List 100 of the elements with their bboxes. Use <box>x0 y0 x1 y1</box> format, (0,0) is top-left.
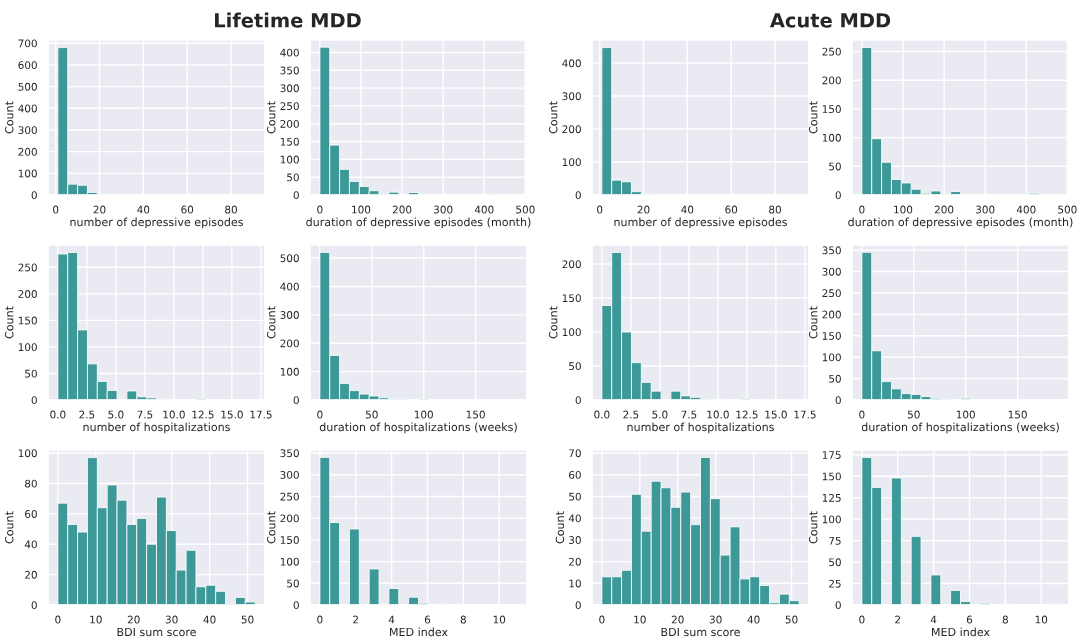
x-tick-label: 500 <box>516 205 535 214</box>
x-axis-title: number of hospitalizations <box>83 422 230 434</box>
x-tick-label: 0 <box>317 615 323 624</box>
x-tick-label: 8 <box>460 615 466 624</box>
y-axis-title: Count <box>267 306 276 339</box>
y-tick-label: 250 <box>822 289 841 298</box>
x-tick-label: 0.0 <box>594 410 610 419</box>
x-tick-label: 15.0 <box>221 410 243 419</box>
x-tick-label: 10 <box>493 615 506 624</box>
y-axis-title: Count <box>5 511 14 544</box>
x-tick-label: 0 <box>317 410 323 419</box>
y-tick-label: 50 <box>287 579 299 588</box>
x-tick-label: 40 <box>747 615 760 624</box>
x-tick-label: 150 <box>1008 410 1027 419</box>
x-tick-label: 12.5 <box>192 410 214 419</box>
y-tick-label: 0 <box>31 396 37 405</box>
x-axis-title: MED index <box>932 627 990 637</box>
y-tick-label: 250 <box>18 263 37 272</box>
x-tick-label: 80 <box>225 205 237 214</box>
chart-title: Lifetime MDD <box>215 12 361 28</box>
x-tick-label: 40 <box>137 205 150 214</box>
y-tick-label: 0 <box>293 191 299 200</box>
x-tick-label: 500 <box>1058 205 1077 214</box>
y-tick-label: 60 <box>569 470 581 479</box>
y-tick-label: 100 <box>562 328 581 337</box>
y-axis-title: Count <box>5 101 14 134</box>
x-tick-label: 0 <box>859 410 865 419</box>
x-tick-label: 200 <box>934 205 954 214</box>
y-axis-title: Count <box>809 511 818 544</box>
x-tick-label: 2.5 <box>623 410 639 419</box>
x-tick-label: 0 <box>55 615 61 624</box>
x-tick-label: 0 <box>859 205 865 214</box>
x-tick-label: 50 <box>365 410 378 419</box>
y-tick-label: 300 <box>280 470 299 479</box>
x-tick-label: 300 <box>976 205 995 214</box>
x-tick-label: 0 <box>597 205 603 214</box>
y-tick-label: 300 <box>562 92 581 101</box>
y-tick-label: 100 <box>18 169 37 178</box>
x-tick-label: 0 <box>599 615 605 624</box>
x-tick-label: 200 <box>392 205 412 214</box>
x-tick-label: 10 <box>1035 615 1048 624</box>
y-tick-label: 150 <box>18 316 37 325</box>
y-axis-title: Count <box>555 511 565 544</box>
y-axis-title: Count <box>267 101 276 134</box>
y-tick-label: 400 <box>280 282 299 291</box>
x-tick-label: 5.0 <box>108 410 124 419</box>
y-tick-label: 50 <box>569 362 581 371</box>
y-tick-label: 50 <box>829 374 841 383</box>
y-axis-title: Count <box>267 511 276 544</box>
y-axis-title: Count <box>809 306 818 339</box>
y-tick-label: 100 <box>18 449 37 458</box>
x-tick-label: 12.5 <box>736 410 758 419</box>
x-tick-label: 6 <box>966 615 973 624</box>
y-tick-label: 0 <box>575 191 581 200</box>
x-tick-label: 30 <box>709 615 722 624</box>
y-tick-label: 30 <box>569 536 581 544</box>
x-tick-label: 4 <box>930 615 937 624</box>
y-tick-label: 0 <box>835 191 841 200</box>
x-tick-label: 60 <box>181 205 194 214</box>
y-tick-label: 200 <box>562 260 581 269</box>
x-tick-label: 400 <box>474 205 494 214</box>
x-tick-label: 2 <box>895 615 900 624</box>
y-tick-label: 50 <box>569 492 581 501</box>
y-tick-label: 250 <box>280 102 299 111</box>
y-tick-label: 300 <box>18 126 37 135</box>
x-tick-label: 7.5 <box>137 410 153 419</box>
x-tick-label: 10.0 <box>163 410 185 419</box>
x-tick-label: 40 <box>203 615 216 624</box>
x-tick-label: 4 <box>388 615 395 624</box>
x-tick-label: 20 <box>127 615 140 624</box>
x-axis-title: duration of depressive episodes (month) <box>848 217 1073 229</box>
y-tick-label: 10 <box>569 579 581 588</box>
y-tick-label: 50 <box>829 162 841 171</box>
x-tick-label: 0 <box>859 615 865 624</box>
x-tick-label: 17.5 <box>250 410 272 419</box>
y-tick-label: 80 <box>25 479 37 488</box>
y-tick-label: 175 <box>822 451 841 459</box>
y-tick-label: 100 <box>280 557 299 566</box>
y-tick-label: 100 <box>562 158 581 167</box>
y-tick-label: 200 <box>822 310 841 319</box>
x-tick-label: 20 <box>671 615 684 624</box>
y-tick-label: 150 <box>280 137 299 146</box>
x-tick-label: 50 <box>907 410 920 419</box>
x-axis-title: number of depressive episodes <box>614 217 787 229</box>
x-tick-label: 100 <box>414 410 433 419</box>
x-tick-label: 0 <box>53 205 59 214</box>
y-tick-label: 200 <box>280 339 299 348</box>
x-tick-label: 10 <box>634 615 646 624</box>
y-tick-label: 250 <box>822 47 841 56</box>
x-tick-label: 5.0 <box>652 410 668 419</box>
y-tick-label: 350 <box>280 449 299 458</box>
y-tick-label: 0 <box>835 601 841 610</box>
y-tick-label: 150 <box>562 294 581 303</box>
y-tick-label: 70 <box>569 449 581 458</box>
y-tick-label: 100 <box>822 515 841 524</box>
y-tick-label: 100 <box>822 353 841 362</box>
x-tick-label: 0.0 <box>50 410 66 419</box>
y-tick-label: 75 <box>829 536 841 545</box>
x-tick-label: 2 <box>353 615 358 624</box>
x-tick-label: 7.5 <box>681 410 697 419</box>
